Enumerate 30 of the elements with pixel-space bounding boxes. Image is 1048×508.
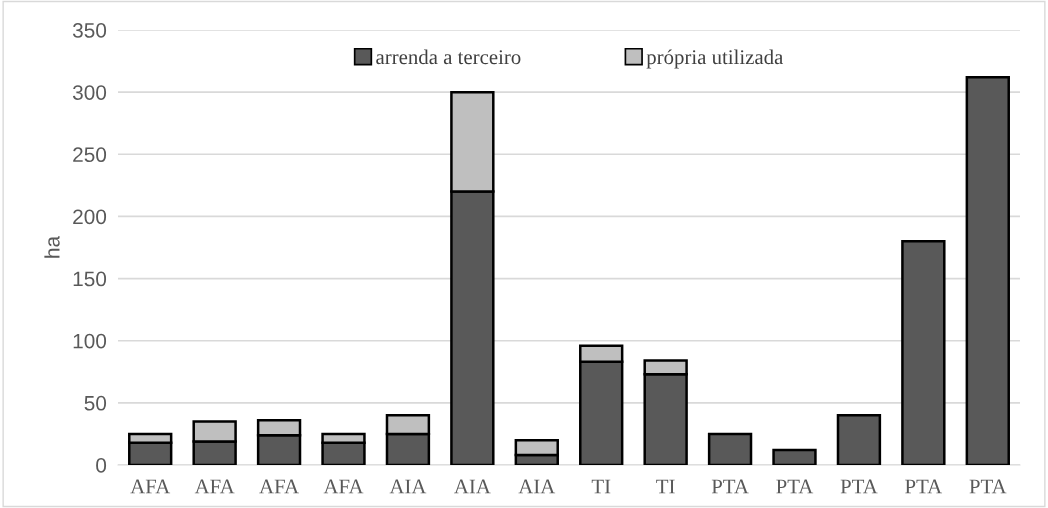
y-tick-label: 250 [73,147,107,163]
x-tick-label: AFA [323,479,364,494]
x-tick-label: TI [591,479,611,494]
x-tick-label: PTA [905,479,943,494]
y-tick-label: 50 [84,395,107,411]
bar [836,414,882,465]
x-tick-label: PTA [969,479,1007,494]
x-tick-label: TI [656,479,675,494]
legend-label: arrenda a terceiro [376,49,521,65]
legend-label: própria utilizada [646,49,784,69]
x-tick-label: PTA [776,479,814,494]
y-tick-label: 300 [72,85,107,100]
bar [965,75,1010,465]
x-tick-label: AIA [518,479,556,494]
bar [772,448,817,465]
bar [901,240,946,465]
y-tick-label: 0 [96,458,107,473]
x-tick-label: AFA [194,479,235,494]
x-tick-label: PTA [711,479,749,494]
x-tick-label: AFA [130,479,171,494]
y-tick-label: 100 [73,333,107,349]
x-tick-label: PTA [840,479,878,494]
bar [707,432,753,465]
y-tick-label: 350 [72,23,107,38]
y-axis-title: ha [44,235,60,258]
x-tick-label: AIA [389,479,427,494]
x-tick-label: AIA [454,479,491,494]
x-tick-label: AFA [259,479,299,494]
y-tick-label: 150 [73,271,107,287]
y-tick-label: 200 [73,209,107,225]
